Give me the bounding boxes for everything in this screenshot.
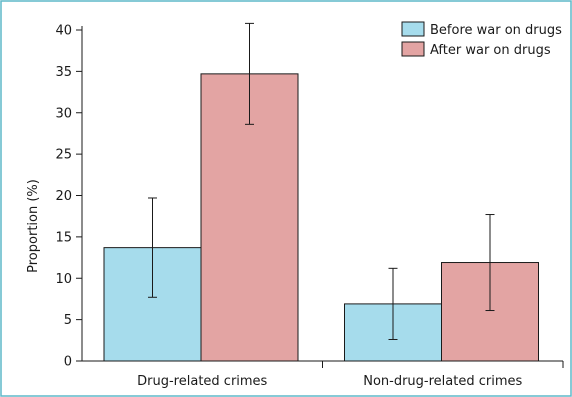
x-category-label: Non-drug-related crimes [363, 374, 522, 389]
plot-area: 0 5 10 15 20 25 30 35 40 Drug-related crimes Non-d… [55, 21, 564, 389]
y-tick-label: 20 [55, 189, 72, 204]
legend-swatch [401, 41, 425, 57]
y-tick-label: 15 [55, 230, 72, 245]
x-category-label: Drug-related crimes [137, 374, 267, 389]
legend-label: Before war on drugs [430, 23, 562, 38]
y-tick-label: 10 [55, 272, 72, 287]
y-tick-label: 0 [64, 355, 72, 370]
y-tick-label: 25 [55, 148, 72, 163]
y-tick-label: 40 [55, 24, 72, 39]
legend-swatch [401, 21, 425, 37]
y-tick-label: 30 [55, 106, 72, 121]
y-axis-label: Proportion (%) [26, 179, 41, 273]
y-tick-label: 5 [64, 313, 72, 328]
y-tick-label: 35 [55, 65, 72, 80]
legend-label: After war on drugs [430, 43, 551, 58]
